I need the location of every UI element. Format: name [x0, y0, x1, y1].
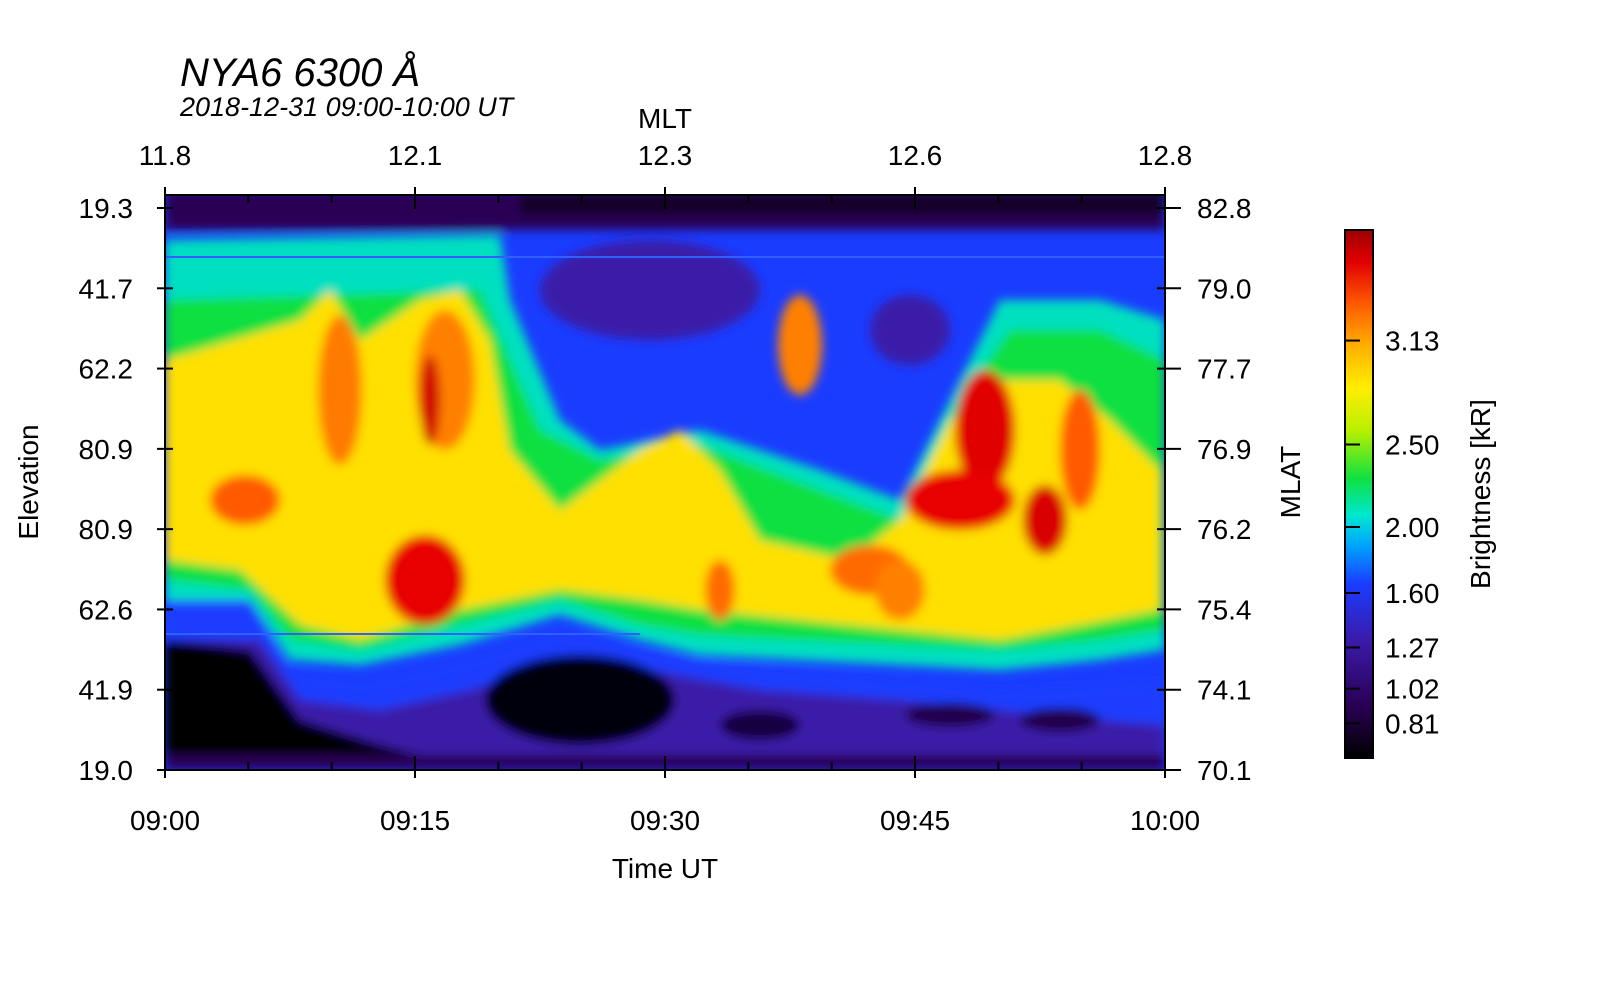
colorbar-tick-label: 0.81: [1385, 708, 1440, 739]
x-axis-ticks: 09:00 09:15 09:30 09:45 10:00: [130, 756, 1200, 836]
x-axis-label: Time UT: [612, 853, 718, 884]
left-tick-label: 41.7: [79, 273, 134, 304]
left-axis-ticks: 19.3 41.7 62.2 80.9 80.9 62.6 41.9 19.0: [79, 193, 173, 786]
right-tick-label: 79.0: [1197, 273, 1252, 304]
right-tick-label: 76.2: [1197, 514, 1252, 545]
x-tick-label: 09:45: [880, 805, 950, 836]
x-tick-label: 09:15: [380, 805, 450, 836]
left-tick-label: 19.0: [79, 755, 134, 786]
colorbar-tick-label: 1.02: [1385, 674, 1440, 705]
top-tick-label: 12.8: [1138, 140, 1193, 171]
colorbar-tick-label: 1.27: [1385, 632, 1440, 663]
right-axis-label: MLAT: [1275, 446, 1306, 519]
heatmap-image: [165, 195, 1165, 770]
x-tick-label: 10:00: [1130, 805, 1200, 836]
right-tick-label: 76.9: [1197, 434, 1252, 465]
colorbar-tick-label: 2.00: [1385, 512, 1440, 543]
left-tick-label: 80.9: [79, 514, 134, 545]
chart-title: NYA6 6300 Å: [180, 50, 420, 95]
colorbar-label: Brightness [kR]: [1465, 399, 1496, 589]
colorbar-tick-label: 1.60: [1385, 578, 1440, 609]
right-tick-label: 77.7: [1197, 354, 1252, 385]
top-tick-label: 12.6: [888, 140, 943, 171]
right-tick-label: 70.1: [1197, 755, 1252, 786]
right-tick-label: 74.1: [1197, 675, 1252, 706]
right-tick-label: 82.8: [1197, 193, 1252, 224]
colorbar: [1344, 229, 1374, 759]
colorbar-tick-label: 2.50: [1385, 430, 1440, 461]
left-tick-label: 62.2: [79, 354, 134, 385]
chart-subtitle: 2018-12-31 09:00-10:00 UT: [179, 92, 516, 122]
colorbar-ticks: 3.13 2.50 2.00 1.60 1.27 1.020.81: [1345, 326, 1440, 739]
left-tick-label: 19.3: [79, 193, 134, 224]
right-axis-ticks: 82.8 79.0 77.7 76.9 76.2 75.4 74.1 70.1: [1157, 193, 1252, 786]
y-axis-label: Elevation: [13, 424, 44, 539]
left-tick-label: 80.9: [79, 434, 134, 465]
left-tick-label: 41.9: [79, 675, 134, 706]
top-axis-ticks: 11.8 12.1 12.3 12.6 12.8: [139, 140, 1192, 209]
top-tick-label: 11.8: [139, 140, 191, 171]
x-tick-label: 09:30: [630, 805, 700, 836]
top-tick-label: 12.3: [638, 140, 693, 171]
left-tick-label: 62.6: [79, 594, 134, 625]
top-tick-label: 12.1: [388, 140, 443, 171]
colorbar-tick-label: 3.13: [1385, 326, 1440, 357]
top-axis-label: MLT: [638, 103, 692, 134]
x-tick-label: 09:00: [130, 805, 200, 836]
right-tick-label: 75.4: [1197, 594, 1252, 625]
